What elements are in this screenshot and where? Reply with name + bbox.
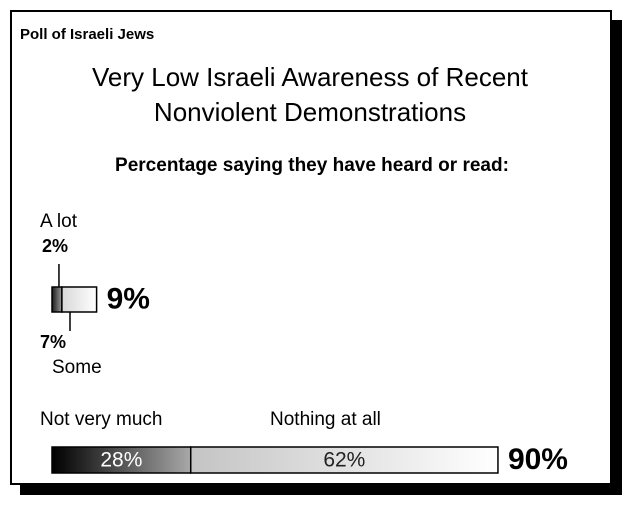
total-label: 9%: [107, 282, 150, 315]
value-label: 62%: [323, 449, 365, 472]
series-name: Not very much: [40, 409, 162, 430]
series-name: Nothing at all: [270, 409, 381, 430]
series-name: Some: [52, 357, 102, 378]
bar-segment: [189, 446, 499, 474]
total-label: 90%: [508, 443, 568, 476]
value-label: 28%: [100, 449, 142, 472]
bar-segment: [51, 286, 63, 313]
frame: [10, 10, 612, 485]
bar-segment: [51, 446, 192, 474]
bar-segment: [61, 286, 98, 313]
series-name: A lot: [40, 211, 78, 232]
value-label: 7%: [40, 332, 66, 352]
subtitle: Percentage saying they have heard or rea…: [115, 155, 509, 176]
header: Poll of Israeli Jews: [20, 26, 155, 43]
chart-title: Very Low Israeli Awareness of Recent Non…: [92, 62, 528, 127]
value-label: 2%: [42, 236, 68, 256]
